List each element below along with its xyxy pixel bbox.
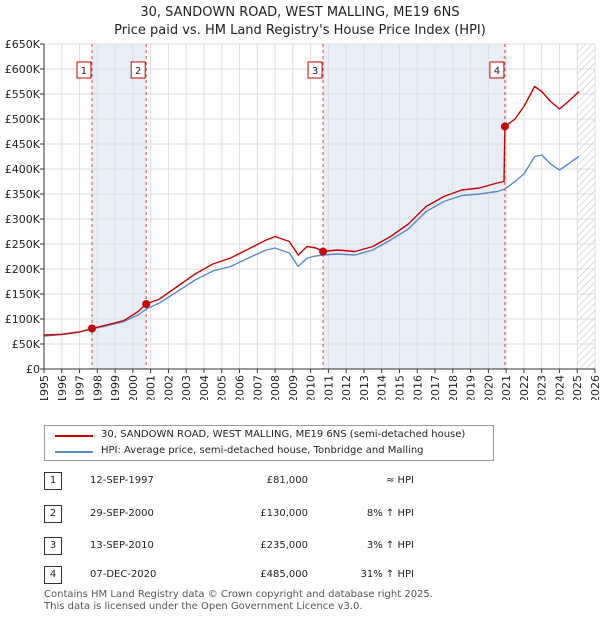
x-tick-label: 2004 bbox=[198, 375, 211, 400]
sale-badge: 4 bbox=[489, 61, 505, 79]
future-hatch-area bbox=[577, 44, 595, 369]
x-tick-label: 2019 bbox=[465, 375, 478, 400]
chart-subtitle: Price paid vs. HM Land Registry's House … bbox=[114, 23, 486, 38]
x-tick-label: 2022 bbox=[518, 375, 531, 400]
x-tick-label: 2002 bbox=[162, 375, 175, 400]
y-tick-label: £50K bbox=[12, 338, 41, 351]
sale-period-band bbox=[323, 44, 505, 369]
y-tick-label: £150K bbox=[5, 288, 41, 301]
y-tick-label: £0 bbox=[26, 363, 40, 376]
sale-price: £485,000 bbox=[260, 569, 308, 580]
y-tick-label: £550K bbox=[5, 88, 41, 101]
legend-swatch-property bbox=[55, 435, 93, 437]
sale-badge-label: 1 bbox=[81, 66, 87, 77]
x-tick-label: 2013 bbox=[358, 375, 371, 400]
sale-badge-label: 2 bbox=[135, 66, 141, 77]
y-tick-label: £500K bbox=[5, 113, 41, 126]
sale-point bbox=[319, 247, 328, 256]
sale-point bbox=[87, 324, 96, 333]
sale-badge: 2 bbox=[130, 61, 146, 79]
x-tick-label: 2023 bbox=[536, 375, 549, 400]
x-tick-label: 2000 bbox=[127, 375, 140, 400]
sale-badge: 3 bbox=[307, 61, 323, 79]
x-tick-label: 2008 bbox=[269, 375, 282, 400]
x-tick-label: 1996 bbox=[56, 375, 69, 400]
table-row: 1 12-SEP-1997 £81,000 ≈ HPI bbox=[44, 472, 444, 490]
price-chart: 1 2 3 4 £0 £50K £100K £150K £200K £250K £300K £350… bbox=[5, 38, 600, 400]
sale-price: £81,000 bbox=[266, 475, 308, 486]
x-tick-label: 2018 bbox=[447, 375, 460, 400]
sale-number-badge: 2 bbox=[44, 505, 62, 523]
x-tick-label: 2024 bbox=[553, 375, 566, 400]
sale-point bbox=[142, 300, 151, 308]
sale-date: 12-SEP-1997 bbox=[90, 475, 154, 486]
sale-number-badge: 4 bbox=[44, 566, 62, 584]
footer-licence: This data is licensed under the Open Gov… bbox=[44, 601, 363, 612]
sale-badge-box bbox=[489, 61, 505, 79]
x-tick-label: 1997 bbox=[74, 375, 87, 400]
x-tick-label: 1998 bbox=[91, 375, 104, 400]
table-row: 4 07-DEC-2020 £485,000 31% ↑ HPI bbox=[44, 566, 444, 584]
x-tick-label: 2003 bbox=[180, 375, 193, 400]
x-tick-label: 2005 bbox=[216, 375, 229, 400]
sale-period-band bbox=[91, 44, 147, 369]
sale-badge-box bbox=[307, 61, 323, 79]
y-tick-label: £400K bbox=[5, 163, 41, 176]
table-row: 2 29-SEP-2000 £130,000 8% ↑ HPI bbox=[44, 505, 444, 523]
sale-hpi-comparison: 8% ↑ HPI bbox=[366, 508, 414, 519]
chart-title: 30, SANDOWN ROAD, WEST MALLING, ME19 6NS bbox=[140, 5, 460, 20]
sale-number-badge: 3 bbox=[44, 537, 62, 555]
sale-badge-label: 4 bbox=[494, 66, 500, 77]
chart-legend: 30, SANDOWN ROAD, WEST MALLING, ME19 6NS… bbox=[44, 425, 494, 461]
x-tick-label: 2017 bbox=[429, 375, 442, 400]
sale-badge-box bbox=[130, 61, 146, 79]
sale-hpi-comparison: 31% ↑ HPI bbox=[360, 569, 414, 580]
sale-date: 13-SEP-2010 bbox=[90, 540, 154, 551]
x-tick-label: 2026 bbox=[589, 375, 600, 400]
y-tick-label: £650K bbox=[5, 38, 41, 51]
x-tick-label: 2012 bbox=[340, 375, 353, 400]
x-tick-label: 2010 bbox=[305, 375, 318, 400]
y-tick-label: £600K bbox=[5, 63, 41, 76]
y-tick-label: £450K bbox=[5, 138, 41, 151]
legend-label-property: 30, SANDOWN ROAD, WEST MALLING, ME19 6NS… bbox=[101, 429, 466, 440]
x-tick-label: 2016 bbox=[411, 375, 424, 400]
sale-date: 07-DEC-2020 bbox=[90, 569, 157, 580]
x-tick-label: 2015 bbox=[393, 375, 406, 400]
x-tick-label: 1999 bbox=[109, 375, 122, 400]
x-tick-label: 2007 bbox=[251, 375, 264, 400]
sale-point bbox=[500, 122, 509, 131]
x-tick-label: 1995 bbox=[38, 375, 51, 400]
x-tick-label: 2006 bbox=[234, 375, 247, 400]
x-tick-label: 2009 bbox=[287, 375, 300, 400]
x-tick-label: 2011 bbox=[322, 375, 335, 400]
x-tick-label: 2014 bbox=[376, 375, 389, 400]
legend-swatch-hpi bbox=[55, 451, 93, 453]
x-tick-label: 2021 bbox=[500, 375, 513, 400]
sale-hpi-comparison: ≈ HPI bbox=[385, 475, 414, 486]
sale-number-badge: 1 bbox=[44, 472, 62, 490]
footer-copyright: Contains HM Land Registry data © Crown c… bbox=[44, 589, 433, 600]
sale-date: 29-SEP-2000 bbox=[90, 508, 154, 519]
y-tick-label: £300K bbox=[5, 213, 41, 226]
sale-hpi-comparison: 3% ↑ HPI bbox=[366, 540, 414, 551]
y-tick-label: £200K bbox=[5, 263, 41, 276]
legend-label-hpi: HPI: Average price, semi-detached house,… bbox=[101, 445, 424, 456]
sale-price: £235,000 bbox=[260, 540, 308, 551]
y-tick-label: £250K bbox=[5, 238, 41, 251]
x-tick-label: 2025 bbox=[571, 375, 584, 400]
y-tick-label: £350K bbox=[5, 188, 41, 201]
x-tick-label: 2020 bbox=[482, 375, 495, 400]
sale-badge-box bbox=[76, 61, 92, 79]
sale-price: £130,000 bbox=[260, 508, 308, 519]
sale-badge: 1 bbox=[76, 61, 92, 79]
y-tick-label: £100K bbox=[5, 313, 41, 326]
sale-badge-label: 3 bbox=[312, 66, 318, 77]
x-tick-label: 2001 bbox=[145, 375, 158, 400]
table-row: 3 13-SEP-2010 £235,000 3% ↑ HPI bbox=[44, 537, 444, 555]
